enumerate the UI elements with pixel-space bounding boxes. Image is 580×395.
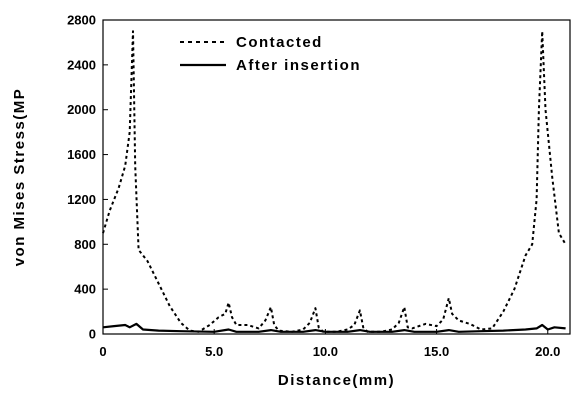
x-tick-label: 0 <box>99 344 106 359</box>
y-tick-label: 800 <box>74 237 96 252</box>
legend: Contacted After insertion <box>180 34 361 74</box>
y-tick-label: 1600 <box>67 147 96 162</box>
y-tick-label: 2400 <box>67 57 96 72</box>
x-tick-label: 10.0 <box>313 344 338 359</box>
y-tick-label: 2800 <box>67 13 96 28</box>
x-axis-title: Distance(mm) <box>278 372 395 389</box>
y-tick-label: 1200 <box>67 192 96 207</box>
y-axis-title: von Mises Stress(MP <box>11 88 28 267</box>
series-layer <box>102 30 567 333</box>
series-line-after-insertion <box>102 322 566 333</box>
y-axis-ticks: 0 400 800 1200 1600 2000 2400 2800 <box>67 13 108 342</box>
y-tick-label: 2000 <box>67 102 96 117</box>
legend-label-after-insertion: After insertion <box>236 57 361 74</box>
plot-frame <box>102 19 571 335</box>
series-line-contacted <box>102 30 567 333</box>
y-tick-label: 0 <box>89 327 96 342</box>
x-tick-label: 15.0 <box>424 344 449 359</box>
x-tick-label: 5.0 <box>205 344 223 359</box>
y-tick-label: 400 <box>74 282 96 297</box>
legend-label-contacted: Contacted <box>236 34 323 51</box>
x-tick-label: 20.0 <box>535 344 560 359</box>
